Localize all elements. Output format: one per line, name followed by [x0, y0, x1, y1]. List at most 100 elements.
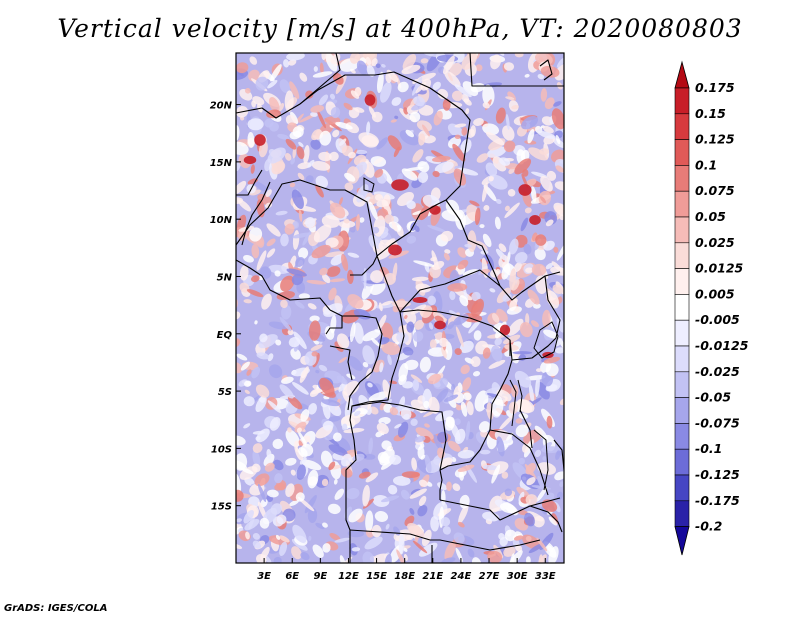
- field-patch: [239, 265, 249, 281]
- field-patch: [503, 140, 516, 153]
- field-patch: [394, 423, 402, 429]
- field-patch: [310, 105, 325, 113]
- field-patch: [344, 172, 356, 182]
- colorbar-label: -0.175: [695, 493, 740, 508]
- field-patch: [419, 356, 431, 373]
- field-patch: [518, 491, 525, 503]
- field-patch: [236, 473, 242, 495]
- field-patch: [473, 118, 484, 126]
- field-patch: [251, 463, 261, 473]
- velocity-field: [236, 53, 564, 563]
- field-patch: [417, 171, 429, 183]
- field-patch: [321, 53, 327, 61]
- field-patch: [381, 341, 401, 356]
- field-patch: [504, 202, 520, 219]
- field-patch: [555, 347, 564, 354]
- field-patch: [511, 105, 519, 110]
- colorbar-segment: [674, 345, 690, 373]
- colorbar-label: -0.0125: [695, 338, 749, 353]
- field-patch: [406, 321, 415, 333]
- field-patch: [289, 499, 300, 507]
- field-patch: [504, 344, 519, 351]
- field-patch: [404, 359, 419, 371]
- field-patch: [543, 329, 559, 339]
- field-patch: [247, 178, 258, 185]
- field-patch: [343, 102, 353, 111]
- field-patch: [525, 375, 546, 381]
- lat-label: 5S: [218, 387, 232, 398]
- field-patch: [339, 197, 343, 206]
- field-patch: [552, 284, 564, 295]
- field-patch: [509, 238, 519, 255]
- lon-label: 24E: [451, 571, 472, 582]
- field-patch: [551, 108, 564, 130]
- colorbar-segment: [674, 500, 690, 527]
- field-patch: [361, 135, 379, 148]
- field-patch: [387, 354, 392, 366]
- field-patch: [287, 329, 294, 336]
- field-patch: [556, 316, 564, 333]
- field-patch: [499, 157, 511, 166]
- field-patch: [413, 96, 425, 107]
- field-patch: [385, 523, 390, 530]
- field-patch: [349, 322, 356, 342]
- field-patch: [554, 63, 564, 81]
- field-patch: [250, 164, 255, 174]
- field-patch: [341, 423, 348, 431]
- field-patch: [258, 334, 278, 349]
- field-patch: [358, 394, 372, 415]
- field-patch: [410, 488, 421, 496]
- field-patch: [240, 467, 254, 475]
- lat-label: 5N: [217, 272, 233, 283]
- field-patch: [407, 523, 425, 538]
- field-patch: [275, 210, 288, 216]
- field-patch: [482, 123, 500, 136]
- field-patch: [507, 318, 524, 336]
- field-patch: [409, 507, 415, 515]
- strong-updraft: [388, 244, 402, 256]
- field-patch: [501, 263, 511, 280]
- field-patch: [279, 541, 288, 557]
- lat-label: 15S: [211, 502, 232, 513]
- field-patch: [298, 447, 308, 458]
- field-patch: [269, 96, 280, 113]
- field-patch: [236, 489, 244, 502]
- field-patch: [356, 60, 368, 75]
- field-patch: [370, 156, 387, 167]
- field-patch: [525, 556, 531, 563]
- field-patch: [479, 224, 485, 229]
- field-patch: [447, 283, 468, 292]
- field-patch: [512, 351, 533, 355]
- field-patch: [292, 126, 304, 138]
- lon-label: 15E: [366, 571, 387, 582]
- field-patch: [319, 377, 335, 396]
- field-patch: [434, 161, 454, 173]
- field-patch: [421, 529, 432, 547]
- field-patch: [410, 374, 423, 383]
- field-patch: [556, 241, 564, 261]
- field-patch: [454, 84, 472, 98]
- field-patch: [535, 234, 547, 246]
- field-patch: [412, 379, 420, 391]
- field-patch: [411, 457, 417, 471]
- field-patch: [250, 275, 260, 283]
- field-patch: [279, 79, 291, 94]
- field-patch: [256, 250, 267, 271]
- field-patch: [499, 414, 514, 430]
- field-patch: [540, 65, 560, 78]
- field-patch: [306, 280, 327, 285]
- field-patch: [513, 535, 524, 541]
- field-patch: [256, 428, 270, 443]
- field-patch: [305, 90, 314, 99]
- field-patch: [362, 329, 381, 342]
- latitude-axis: 20N 15N 10N 5N EQ 5S 10S 15S: [210, 101, 241, 513]
- field-patch: [370, 270, 384, 284]
- colorbar-segment: [674, 190, 690, 218]
- field-patch: [470, 125, 476, 137]
- field-patch: [482, 102, 490, 109]
- field-patch: [538, 190, 551, 206]
- field-patch: [343, 380, 360, 396]
- field-patch: [534, 247, 546, 261]
- field-patch: [355, 149, 368, 155]
- field-patch: [460, 364, 470, 375]
